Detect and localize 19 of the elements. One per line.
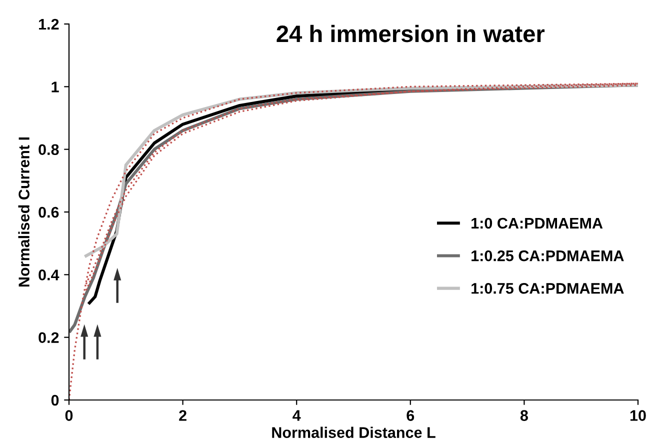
legend-label: 1:0.75 CA:PDMAEMA bbox=[472, 282, 624, 294]
y-tick-label: 0.8 bbox=[38, 144, 59, 156]
y-tick-label: 0.2 bbox=[38, 332, 59, 344]
y-tick-label: 0 bbox=[51, 394, 59, 406]
y-tick-label: 0.4 bbox=[38, 270, 60, 280]
chart-title: 24 h immersion in water bbox=[276, 24, 545, 42]
y-tick-label: 1 bbox=[52, 82, 59, 92]
x-tick-label: 8 bbox=[520, 410, 528, 421]
y-tick-label: 1.2 bbox=[39, 18, 59, 30]
x-tick-label: 10 bbox=[630, 410, 646, 421]
legend-label: 1:0 CA:PDMAEMA bbox=[472, 218, 603, 229]
y-tick-label: 0.6 bbox=[38, 206, 59, 218]
legend-label: 1:0.25 CA:PDMAEMA bbox=[472, 250, 624, 262]
x-tick-label: 6 bbox=[406, 410, 414, 421]
x-tick-label: 0 bbox=[65, 410, 73, 421]
x-tick-label: 4 bbox=[292, 410, 301, 421]
x-axis-title: Normalised Distance L bbox=[272, 426, 436, 438]
y-axis-title: Normalised Current I bbox=[18, 137, 30, 287]
x-tick-label: 2 bbox=[179, 410, 186, 421]
